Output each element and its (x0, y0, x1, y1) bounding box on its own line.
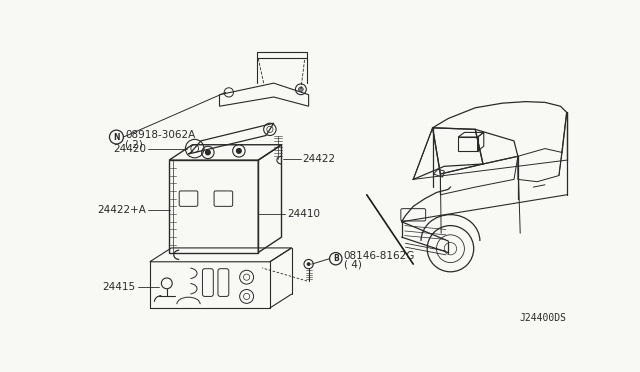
Text: N: N (113, 132, 120, 141)
Text: J24400DS: J24400DS (520, 313, 566, 323)
Text: 24422: 24422 (303, 154, 335, 164)
Text: 24410: 24410 (287, 209, 320, 219)
Text: 08146-8162G: 08146-8162G (344, 251, 415, 261)
Text: B: B (333, 254, 339, 263)
Circle shape (298, 87, 303, 92)
Text: 08918-3062A: 08918-3062A (125, 130, 195, 140)
Circle shape (205, 150, 210, 155)
Text: 24422+A: 24422+A (97, 205, 146, 215)
Text: ( 4): ( 4) (344, 260, 362, 270)
Text: 24415: 24415 (102, 282, 136, 292)
Circle shape (237, 148, 241, 153)
Text: ( 2): ( 2) (125, 140, 143, 150)
Text: 24420: 24420 (113, 144, 146, 154)
Circle shape (307, 262, 310, 266)
